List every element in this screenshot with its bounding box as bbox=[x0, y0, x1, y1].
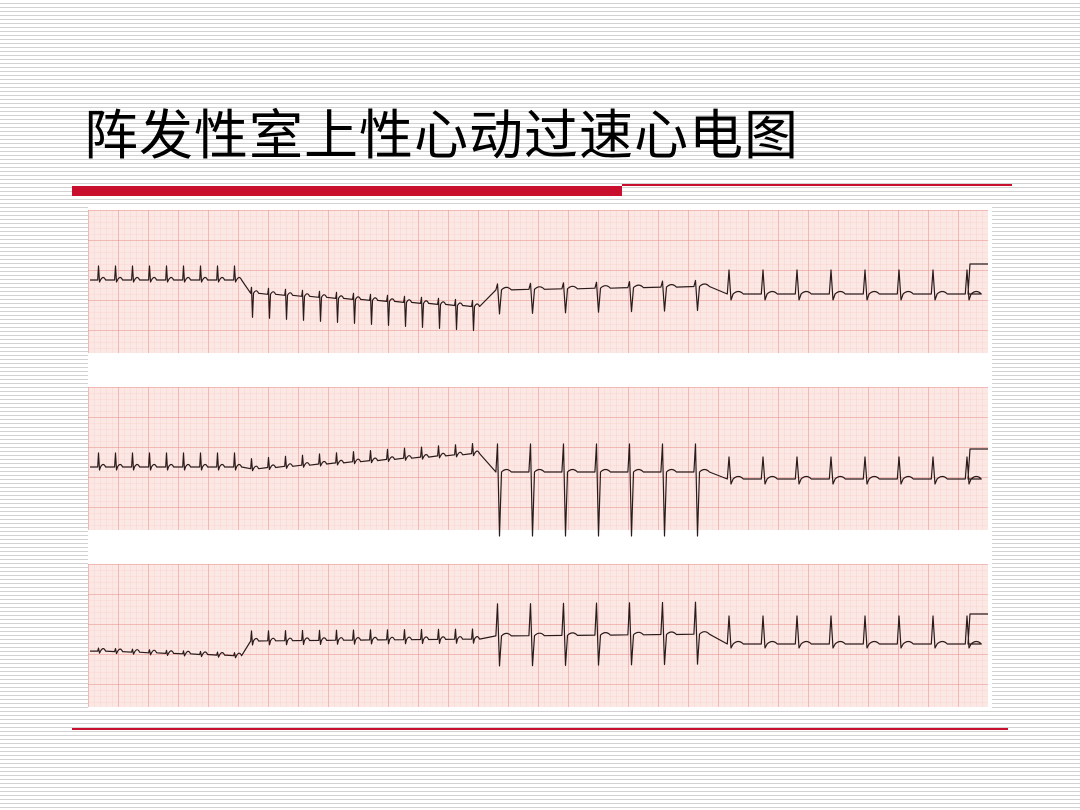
ecg-trace bbox=[90, 601, 988, 667]
title-underline-thin bbox=[622, 184, 1012, 186]
slide-title: 阵发性室上性心动过速心电图 bbox=[84, 104, 799, 167]
ecg-trace bbox=[90, 263, 988, 332]
title-underline-thick bbox=[72, 186, 622, 196]
ecg-strip bbox=[88, 387, 988, 537]
bottom-rule bbox=[72, 728, 1008, 730]
ecg-strip bbox=[88, 210, 988, 353]
ecg-strip bbox=[88, 564, 988, 707]
ecg-grid bbox=[88, 210, 988, 353]
ecg-grid bbox=[88, 564, 988, 707]
ecg-trace bbox=[90, 443, 988, 537]
ecg-grid bbox=[88, 387, 988, 530]
ecg-strips bbox=[88, 210, 988, 707]
ecg-figure bbox=[88, 207, 992, 710]
